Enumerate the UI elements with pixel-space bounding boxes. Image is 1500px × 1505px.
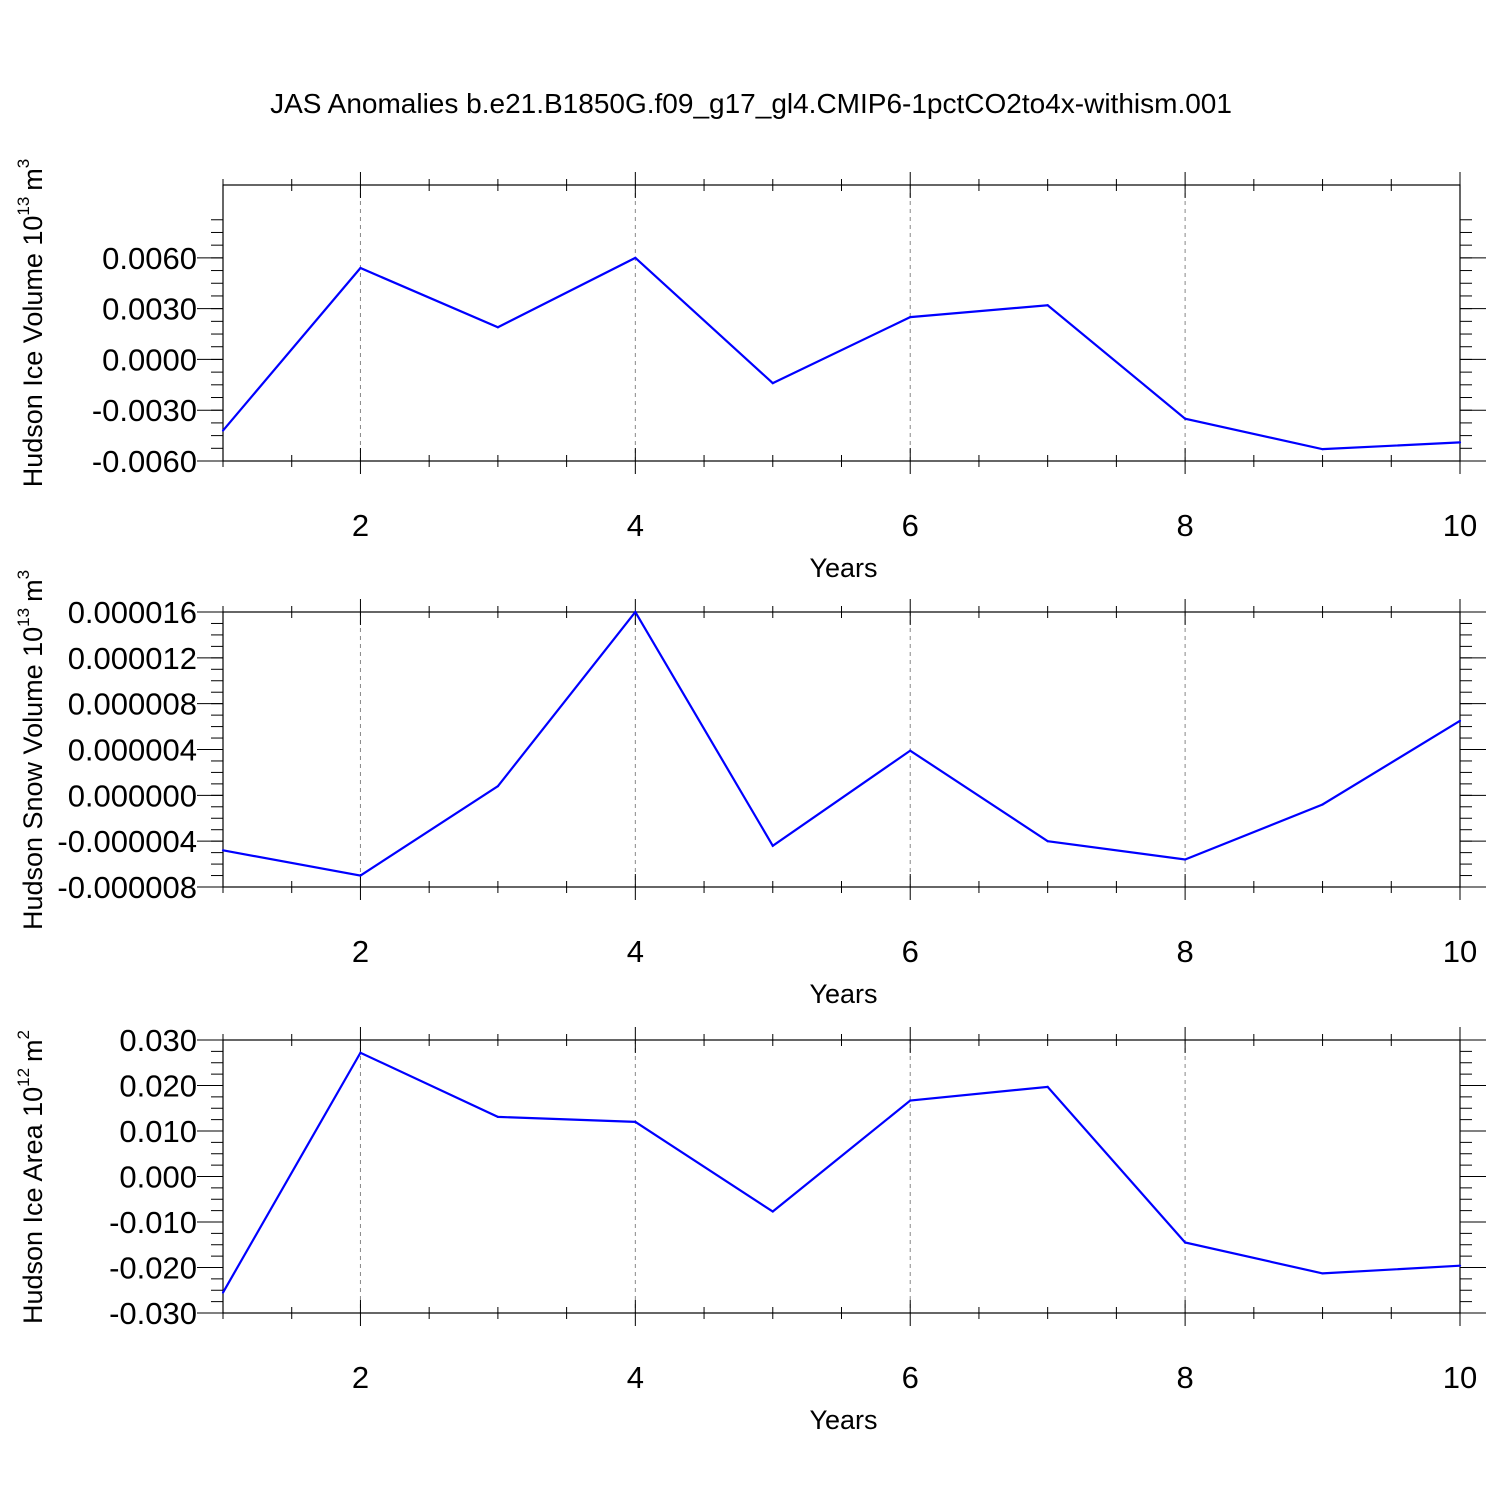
data-point <box>634 1120 637 1123</box>
y-tick-label: 0.000 <box>119 1160 197 1195</box>
data-point <box>909 316 912 319</box>
y-tick-label: -0.000004 <box>57 824 197 859</box>
data-point <box>1458 441 1462 444</box>
plot-frame <box>222 611 1461 888</box>
y-axis-label: Hudson Ice Area 1012 m2 <box>14 1030 48 1324</box>
data-point <box>1321 1272 1324 1275</box>
y-tick-label: 0.000004 <box>68 733 197 768</box>
x-tick-label: 8 <box>1176 1360 1193 1395</box>
data-point <box>909 749 912 752</box>
plot-frame <box>222 1039 1461 1314</box>
data-point <box>359 874 362 877</box>
x-tick-label: 8 <box>1176 934 1193 969</box>
data-point <box>221 429 225 432</box>
y-tick-label: -0.030 <box>109 1296 197 1331</box>
data-point <box>1321 448 1324 451</box>
y-axis-label-exponent: 13 <box>14 197 33 216</box>
y-axis-label: Hudson Ice Volume 1013 m3 <box>14 159 48 488</box>
data-point <box>1184 858 1187 861</box>
y-tick-label: 0.000000 <box>68 778 197 813</box>
y-tick-label: 0.0060 <box>102 241 197 276</box>
x-tick-label: 2 <box>352 1360 369 1395</box>
y-tick-label: -0.0060 <box>92 444 197 479</box>
x-axis-label: Years <box>809 979 877 1009</box>
chart-panel-2: -0.000008 -0.000004 0.000000 0.000004 0.0000… <box>14 570 1486 1009</box>
y-tick-label: 0.0030 <box>102 292 197 327</box>
y-axis-label-text: Hudson Ice Volume 10 <box>18 216 48 488</box>
data-point <box>634 610 637 614</box>
x-tick-label: 4 <box>627 1360 644 1395</box>
x-tick-label: 4 <box>627 508 644 543</box>
data-point <box>771 382 774 385</box>
y-tick-label: -0.000008 <box>57 870 197 905</box>
series-line <box>222 610 1461 877</box>
y-axis-label-exponent: 13 <box>14 608 33 627</box>
plot-frame <box>222 184 1461 462</box>
data-point <box>1046 1085 1049 1088</box>
y-tick-label: -0.010 <box>109 1205 197 1240</box>
data-point <box>1046 840 1049 843</box>
data-point <box>496 1115 499 1118</box>
y-axis-label-unit-exponent: 3 <box>14 570 33 579</box>
series-line <box>222 1051 1461 1294</box>
y-tick-label: 0.000012 <box>68 641 197 676</box>
x-tick-label: 2 <box>352 934 369 969</box>
data-point <box>771 1210 774 1213</box>
data-point <box>359 266 362 270</box>
x-tick-label: 6 <box>902 508 919 543</box>
data-point <box>1458 1264 1462 1267</box>
data-point <box>1046 304 1049 307</box>
data-point <box>496 326 499 329</box>
data-point <box>1184 417 1187 420</box>
x-tick-label: 10 <box>1443 1360 1477 1395</box>
y-axis-label-unit: m <box>18 168 48 191</box>
x-tick-label: 4 <box>627 934 644 969</box>
y-tick-label: 0.020 <box>119 1069 197 1104</box>
data-point <box>909 1099 912 1102</box>
x-tick-label: 6 <box>902 1360 919 1395</box>
chart-panel-3: -0.030 -0.020 -0.010 0.000 0.010 0.020 0.030 2 4… <box>14 1023 1486 1435</box>
series-line <box>222 256 1461 451</box>
figure-title: JAS Anomalies b.e21.B1850G.f09_g17_gl4.C… <box>270 88 1232 119</box>
y-axis-label-exponent: 12 <box>14 1068 33 1087</box>
y-axis-label-unit: m <box>18 579 48 602</box>
y-axis-label: Hudson Snow Volume 1013 m3 <box>14 570 48 930</box>
y-axis-label-text: Hudson Ice Area 10 <box>18 1087 48 1324</box>
x-tick-label: 6 <box>902 934 919 969</box>
y-axis-label-unit-exponent: 2 <box>14 1030 33 1039</box>
y-tick-label: 0.000016 <box>68 595 197 630</box>
data-point <box>1184 1241 1187 1244</box>
data-point <box>634 256 637 259</box>
data-point <box>1458 719 1462 722</box>
chart-panel-1: -0.0060 -0.0030 0.0000 0.0030 0.0060 2 4 6 8 10 Ye… <box>14 159 1486 583</box>
data-point <box>359 1051 362 1054</box>
x-tick-label: 10 <box>1443 508 1477 543</box>
x-tick-label: 10 <box>1443 934 1477 969</box>
y-axis-label-text: Hudson Snow Volume 10 <box>18 627 48 930</box>
y-tick-label: 0.000008 <box>68 687 197 722</box>
x-axis-label: Years <box>809 553 877 583</box>
y-tick-label: 0.010 <box>119 1114 197 1149</box>
data-point <box>221 1291 225 1294</box>
y-tick-label: -0.020 <box>109 1251 197 1286</box>
y-axis-label-unit: m <box>18 1039 48 1062</box>
x-tick-label: 8 <box>1176 508 1193 543</box>
data-point <box>771 844 774 847</box>
y-tick-label: 0.0000 <box>102 342 197 377</box>
data-point <box>221 849 225 852</box>
data-point <box>1321 803 1324 806</box>
y-axis-label-unit-exponent: 3 <box>14 159 33 168</box>
x-axis-label: Years <box>809 1405 877 1435</box>
x-tick-label: 2 <box>352 508 369 543</box>
y-tick-label: -0.0030 <box>92 393 197 428</box>
y-tick-label: 0.030 <box>119 1023 197 1058</box>
data-point <box>496 785 499 788</box>
